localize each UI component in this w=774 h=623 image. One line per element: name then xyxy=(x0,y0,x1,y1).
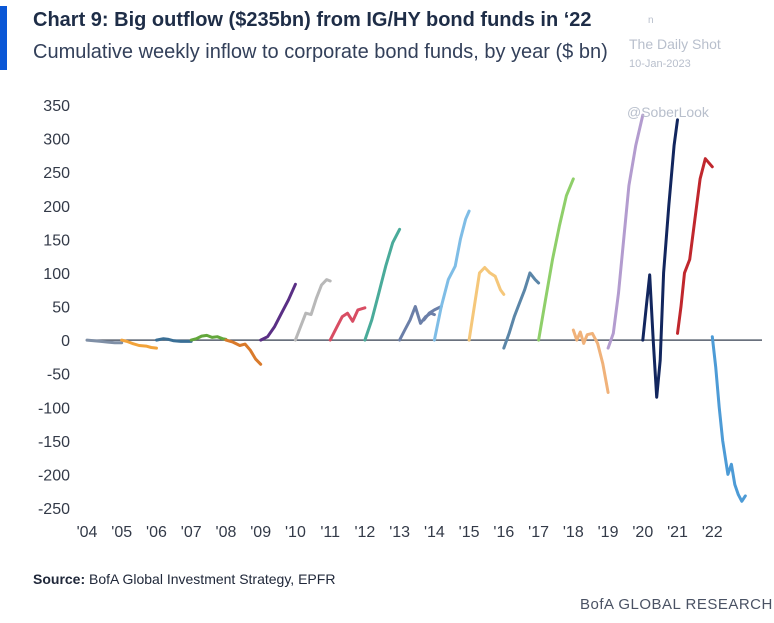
y-tick-label: -50 xyxy=(47,367,70,384)
series-line-2017 xyxy=(537,177,575,342)
series-line-2018 xyxy=(571,328,610,394)
x-tick-label: '19 xyxy=(598,524,619,541)
watermark-fragment: n xyxy=(648,15,654,26)
x-tick-label: '17 xyxy=(528,524,549,541)
y-tick-label: 50 xyxy=(52,300,70,317)
x-tick-label: '18 xyxy=(563,524,584,541)
series-line-2007 xyxy=(189,333,228,342)
x-tick-label: '12 xyxy=(354,524,375,541)
series-line-2015 xyxy=(467,266,506,342)
series-line-2005 xyxy=(120,338,158,350)
y-axis-ticks: 350 300 250 200 150 100 50 0 -50 -100 -150 -200 -250 xyxy=(38,98,70,518)
series-line-2014 xyxy=(432,209,471,342)
source-note: Source: BofA Global Investment Strategy,… xyxy=(33,571,335,587)
title-accent-bar xyxy=(0,6,7,70)
series-line-2008 xyxy=(224,338,263,366)
x-tick-label: '15 xyxy=(459,524,480,541)
y-tick-label: -150 xyxy=(38,434,70,451)
x-tick-label: '16 xyxy=(493,524,514,541)
x-tick-label: '10 xyxy=(285,524,306,541)
series-line-2020 xyxy=(641,118,679,399)
series-line-2004 xyxy=(85,338,124,345)
y-tick-label: -250 xyxy=(38,501,70,518)
x-tick-label: '22 xyxy=(702,524,723,541)
series-line-2011 xyxy=(328,306,367,342)
y-tick-label: 0 xyxy=(61,333,70,350)
x-tick-label: '06 xyxy=(146,524,167,541)
y-tick-label: -200 xyxy=(38,467,70,484)
series-line-2022 xyxy=(710,335,747,503)
x-tick-label: '14 xyxy=(424,524,445,541)
series-line-2021 xyxy=(676,157,714,335)
x-tick-label: '09 xyxy=(250,524,271,541)
series-line-2016 xyxy=(502,271,541,350)
y-tick-label: 100 xyxy=(43,266,70,283)
y-tick-label: 150 xyxy=(43,232,70,249)
y-tick-label: 350 xyxy=(43,98,70,115)
x-tick-label: '20 xyxy=(632,524,653,541)
x-tick-label: '21 xyxy=(667,524,688,541)
series-line-2012 xyxy=(363,227,402,342)
y-tick-label: 300 xyxy=(43,132,70,149)
watermark-date: 10-Jan-2023 xyxy=(629,58,691,70)
series-group xyxy=(85,113,747,503)
x-tick-label: '13 xyxy=(389,524,410,541)
x-tick-label: '11 xyxy=(320,524,340,541)
source-text: BofA Global Investment Strategy, EPFR xyxy=(89,571,336,587)
series-line-2006 xyxy=(155,337,193,343)
y-tick-label: 250 xyxy=(43,165,70,182)
series-line-2013-14 xyxy=(422,305,443,322)
x-tick-label: '05 xyxy=(111,524,132,541)
y-tick-label: 200 xyxy=(43,199,70,216)
chart-title: Chart 9: Big outflow ($235bn) from IG/HY… xyxy=(33,9,592,31)
series-line-2010 xyxy=(293,278,332,342)
watermark-handle: @SoberLook xyxy=(627,104,709,120)
watermark-source: The Daily Shot xyxy=(629,36,721,52)
source-label: Source: xyxy=(33,571,86,587)
y-tick-label: -100 xyxy=(38,400,70,417)
x-tick-label: '08 xyxy=(216,524,237,541)
x-tick-label: '07 xyxy=(181,524,202,541)
x-axis-ticks: '04 '05 '06 '07 '08 '09 '10 '11 '12 '13 '14 '15 '16 '… xyxy=(77,524,723,541)
chart-subtitle: Cumulative weekly inflow to corporate bo… xyxy=(33,41,608,63)
series-line-2009 xyxy=(259,282,297,342)
series-line-2019 xyxy=(606,113,645,350)
x-tick-label: '04 xyxy=(77,524,98,541)
brand-footer: BofA GLOBAL RESEARCH xyxy=(580,596,773,613)
